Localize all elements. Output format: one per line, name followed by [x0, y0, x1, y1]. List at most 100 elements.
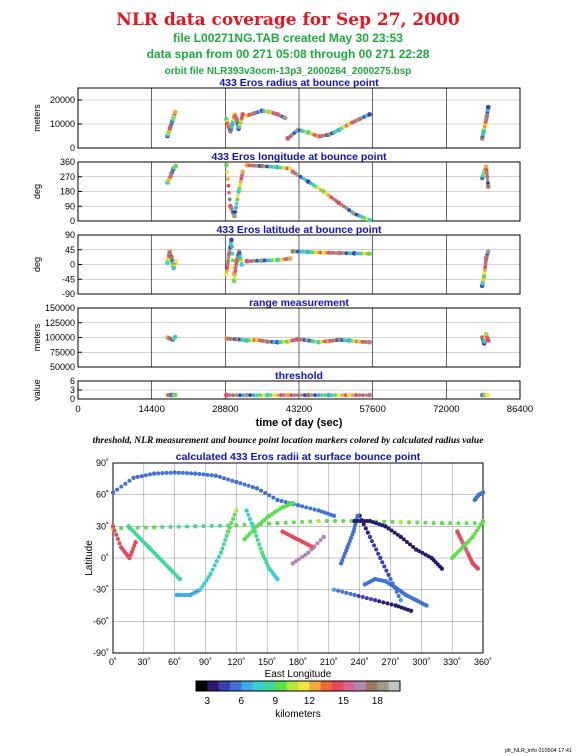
map-point — [475, 566, 481, 571]
map-point — [160, 471, 165, 476]
map-point — [227, 525, 232, 530]
map-y-tick-label: -30˚ — [93, 585, 109, 595]
data-point — [239, 176, 244, 181]
map-point — [370, 539, 374, 544]
map-point — [257, 542, 262, 547]
map-point — [117, 541, 122, 546]
map-point — [431, 520, 436, 525]
map-point — [245, 534, 250, 539]
map-point — [127, 555, 132, 561]
map-point — [382, 519, 387, 524]
map-point — [201, 472, 206, 477]
map-point — [148, 472, 152, 477]
y-tick-label: 270 — [60, 172, 75, 182]
map-point — [185, 471, 189, 476]
map-point — [377, 522, 382, 527]
data-point — [340, 393, 345, 397]
data-point — [224, 272, 229, 277]
y-tick-label: 125000 — [45, 318, 75, 328]
map-point — [293, 559, 298, 564]
map-point — [385, 601, 390, 606]
panel-title: 433 Eros latitude at bounce point — [216, 224, 382, 236]
data-point — [244, 392, 250, 398]
data-point — [299, 393, 304, 397]
data-point — [240, 169, 246, 175]
map-point — [348, 591, 353, 596]
data-point — [172, 334, 178, 340]
map-point — [312, 544, 317, 549]
data-point — [236, 189, 241, 194]
map-point — [226, 477, 231, 482]
data-point — [354, 393, 358, 397]
data-point — [302, 393, 307, 397]
map-x-tick-label: 120˚ — [227, 657, 245, 667]
map-point — [404, 539, 409, 544]
map-point — [423, 520, 428, 525]
colorbar-frame — [195, 680, 401, 692]
map-point — [129, 549, 134, 554]
map-point — [238, 481, 243, 486]
map-point — [341, 519, 346, 524]
map-point — [185, 524, 189, 529]
colorbar-swatch — [252, 681, 265, 691]
map-point — [386, 572, 391, 577]
x-tick-label: 72000 — [433, 404, 459, 415]
colorbar-swatch — [366, 681, 378, 691]
map-point — [358, 519, 363, 524]
data-point — [224, 269, 229, 273]
map-point — [321, 534, 326, 540]
map-point — [198, 587, 203, 592]
data-point — [241, 393, 246, 397]
colorbar-swatch — [207, 681, 219, 691]
colorbar-swatch — [196, 681, 208, 691]
map-point — [300, 504, 305, 509]
map-frame — [112, 462, 484, 654]
map-point — [364, 596, 369, 601]
map-point — [318, 538, 323, 543]
caption: threshold, NLR measurement and bounce po… — [93, 436, 485, 446]
data-point — [485, 184, 491, 189]
data-point — [240, 112, 246, 117]
map-point — [402, 606, 407, 611]
map-point — [456, 521, 461, 526]
map-point — [164, 470, 169, 475]
data-point — [364, 393, 369, 397]
data-point — [258, 393, 263, 397]
map-point — [208, 571, 213, 577]
panel-2: 433 Eros latitude at bounce point deg -90 -… — [32, 224, 521, 299]
map-point — [367, 534, 373, 540]
panel-title: 433 Eros longitude at bounce point — [211, 151, 387, 163]
time-panels: 433 Eros radius at bounce point meters 0 10… — [32, 77, 533, 429]
data-point — [313, 393, 317, 397]
map-point — [365, 530, 370, 535]
data-point — [330, 393, 334, 397]
data-point — [230, 251, 235, 256]
y-tick-label: 90 — [65, 230, 75, 240]
map-point — [411, 545, 416, 550]
map-point — [338, 561, 344, 566]
panel-title: range measurement — [249, 297, 349, 309]
panel-ylabel: meters — [32, 323, 42, 351]
map-point — [304, 505, 309, 510]
data-point — [172, 109, 178, 115]
map-point — [309, 547, 314, 552]
map-point — [424, 603, 429, 608]
y-tick-label: 150000 — [45, 303, 75, 313]
map-point — [143, 473, 148, 478]
data-point — [483, 265, 488, 269]
map-point — [352, 518, 357, 524]
map-point — [232, 512, 237, 517]
map-point — [389, 602, 394, 607]
panel-0: 433 Eros radius at bounce point meters 0 10… — [32, 77, 521, 153]
data-point — [255, 393, 259, 397]
map-point — [374, 547, 379, 552]
map-point — [355, 519, 360, 524]
map-point — [209, 523, 214, 528]
map-point — [283, 500, 288, 505]
map-point — [472, 531, 477, 536]
map-point — [279, 499, 284, 503]
map-point — [353, 523, 358, 528]
colorbar-label: kilometers — [275, 709, 321, 720]
map-point — [407, 520, 411, 525]
map-point — [399, 605, 404, 610]
